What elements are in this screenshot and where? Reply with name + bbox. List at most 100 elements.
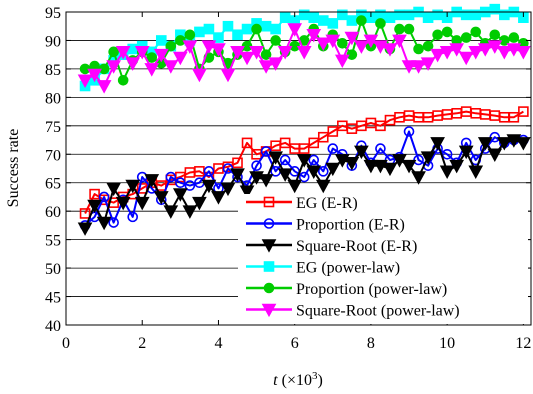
- data-point: [411, 60, 426, 74]
- data-point: [268, 151, 283, 165]
- data-point: [251, 23, 262, 35]
- data-point: [308, 137, 320, 149]
- data-point: [439, 165, 455, 180]
- data-point: [449, 43, 465, 57]
- data-point: [375, 143, 386, 154]
- data-point: [175, 177, 186, 189]
- data-point: [432, 29, 443, 41]
- data-point: [153, 48, 169, 63]
- data-point: [277, 46, 293, 60]
- data-point: [184, 180, 196, 191]
- data-point: [260, 20, 272, 32]
- data-point: [308, 12, 320, 23]
- legend-background: [238, 194, 528, 324]
- data-point: [317, 15, 329, 26]
- legend-label: Square-Root (power-law): [296, 303, 460, 320]
- data-point: [334, 54, 350, 69]
- data-point: [79, 208, 91, 219]
- data-point: [439, 46, 455, 60]
- data-point: [430, 137, 445, 151]
- data-point: [115, 196, 131, 211]
- data-point: [232, 29, 243, 41]
- data-point: [125, 57, 141, 71]
- data-point: [489, 29, 501, 41]
- y-tick-label: 80: [45, 90, 61, 107]
- data-point: [211, 191, 226, 205]
- data-point: [203, 23, 215, 35]
- data-point: [496, 46, 512, 60]
- data-point: [87, 199, 102, 214]
- legend-marker: [261, 303, 277, 318]
- y-tick-label: 90: [45, 33, 61, 50]
- data-point: [413, 43, 424, 55]
- data-point: [125, 179, 141, 194]
- legend-item: EG (power-law): [246, 260, 400, 277]
- data-point: [354, 40, 369, 54]
- data-point: [327, 126, 339, 137]
- legend-item: Square-Root (E-R): [246, 238, 417, 255]
- data-point: [182, 205, 198, 219]
- data-point: [106, 182, 121, 197]
- legend: EG (E-R) Proportion (E-R) Square-Root (E-R…: [238, 194, 528, 324]
- data-point: [239, 185, 255, 199]
- data-point: [296, 154, 312, 168]
- data-point: [306, 28, 322, 43]
- legend-marker: [263, 196, 275, 208]
- data-point: [477, 137, 493, 151]
- data-point: [230, 168, 245, 182]
- data-point: [249, 46, 264, 60]
- data-point: [382, 43, 398, 57]
- data-point: [232, 157, 243, 169]
- data-point: [516, 46, 531, 60]
- data-point: [411, 171, 426, 185]
- data-point: [163, 205, 179, 219]
- data-point: [327, 18, 339, 29]
- data-point: [460, 32, 472, 43]
- data-point: [165, 40, 177, 52]
- legend-marker: [261, 239, 277, 253]
- y-tick-label: 50: [45, 261, 61, 278]
- data-point: [375, 18, 386, 29]
- x-tick-label: 2: [138, 335, 146, 352]
- data-point: [134, 196, 150, 211]
- data-point: [401, 60, 417, 74]
- data-point: [117, 74, 129, 86]
- data-point: [127, 211, 139, 223]
- data-point: [420, 151, 436, 165]
- data-point: [220, 182, 236, 197]
- x-tick-label: 10: [439, 335, 455, 352]
- data-point: [441, 148, 453, 160]
- data-point: [134, 46, 150, 60]
- data-point: [270, 23, 281, 35]
- legend-item: EG (E-R): [246, 195, 358, 212]
- y-tick-label: 55: [45, 233, 61, 250]
- x-tick-label: 4: [214, 335, 222, 352]
- legend-item: Proportion (E-R): [246, 217, 405, 234]
- series-line: [84, 110, 524, 214]
- data-point: [308, 154, 320, 166]
- data-point: [392, 34, 407, 49]
- data-point: [354, 145, 369, 160]
- data-point: [279, 154, 291, 166]
- series-square-root-power-law: [77, 23, 531, 94]
- data-point: [477, 43, 493, 57]
- legend-marker: [263, 261, 275, 272]
- data-point: [155, 35, 167, 46]
- data-point: [287, 23, 303, 37]
- data-point: [96, 80, 112, 94]
- data-point: [211, 43, 226, 57]
- x-tick-label: 6: [291, 335, 299, 352]
- data-point: [144, 174, 160, 188]
- data-point: [394, 23, 405, 35]
- y-axis-label: Success rate: [5, 129, 22, 208]
- data-point: [468, 46, 484, 60]
- data-point: [172, 51, 188, 66]
- data-point: [287, 179, 303, 194]
- data-point: [298, 143, 310, 154]
- data-point: [298, 171, 310, 183]
- x-axis-label-unit: (×10: [282, 372, 312, 389]
- data-point: [155, 180, 167, 191]
- data-point: [516, 137, 531, 151]
- y-tick-label: 65: [45, 176, 61, 193]
- data-point: [518, 106, 529, 117]
